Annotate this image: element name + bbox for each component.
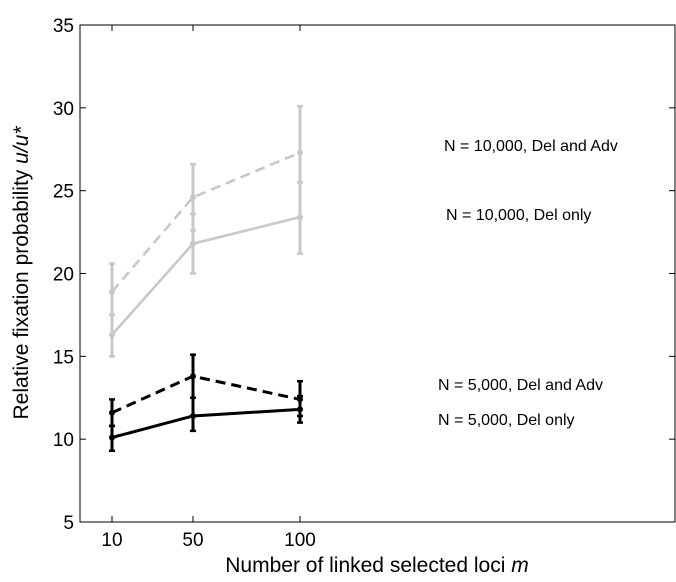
plot-frame: [79, 24, 676, 523]
x-tick-label: 50: [182, 530, 203, 551]
y-tick-label: 25: [53, 182, 74, 203]
series: [109, 104, 303, 358]
data-point: [297, 214, 303, 221]
x-tick-label: 100: [284, 530, 316, 551]
y-axis-ticks: 5 10 15 20 25 30 35: [53, 16, 675, 534]
y-tick-label: 15: [53, 347, 74, 368]
series-labels: N = 10,000, Del and Adv N = 10,000, Del o…: [438, 138, 618, 429]
series: [109, 181, 303, 358]
series: [109, 394, 303, 453]
data-point: [297, 406, 303, 413]
y-tick-label: 10: [53, 430, 74, 451]
y-tick-label: 30: [53, 99, 74, 120]
series-label: N = 10,000, Del and Adv: [444, 138, 618, 155]
x-axis-label: Number of linked selected loci m: [225, 554, 528, 577]
y-tick-label: 20: [53, 265, 74, 286]
series-line: [111, 151, 301, 293]
y-axis-label: Relative fixation probability u/u*: [10, 126, 33, 420]
series-line: [111, 215, 301, 336]
data-point: [190, 194, 196, 201]
series-layer: [109, 104, 303, 453]
series-label: N = 5,000, Del only: [438, 412, 575, 429]
y-tick-label: 35: [53, 16, 74, 37]
series-label: N = 5,000, Del and Adv: [438, 377, 603, 394]
x-tick-label: 10: [101, 530, 122, 551]
series-line: [111, 407, 301, 439]
series-line: [111, 374, 301, 415]
y-tick-label: 5: [63, 513, 74, 534]
data-point: [109, 409, 115, 416]
data-point: [190, 373, 196, 380]
series-label: N = 10,000, Del only: [446, 207, 591, 224]
data-point: [297, 149, 303, 156]
data-point: [109, 434, 115, 441]
x-axis-ticks: 10 50 100: [101, 25, 316, 551]
data-point: [109, 331, 115, 338]
data-point: [190, 412, 196, 419]
data-point: [190, 240, 196, 247]
data-point: [109, 288, 115, 295]
